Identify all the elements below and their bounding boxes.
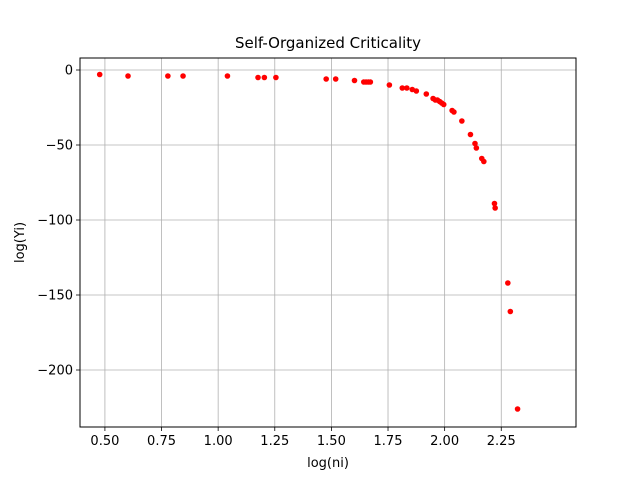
x-axis-ticks: 0.50 0.75 1.00 1.25 1.50 1.75 2.00 2.25 <box>90 427 516 449</box>
data-point <box>404 85 410 91</box>
data-point <box>423 91 430 97</box>
data-point <box>332 76 339 82</box>
data-point <box>514 406 521 412</box>
data-point <box>255 74 261 81</box>
x-tick-label: 1.50 <box>317 434 346 449</box>
data-point <box>481 158 487 165</box>
data-point <box>473 145 480 151</box>
x-tick-label: 2.00 <box>430 434 459 449</box>
x-tick-label: 1.25 <box>260 434 289 449</box>
data-point <box>261 74 268 81</box>
data-point <box>505 280 511 286</box>
x-axis-label: log(ni) <box>307 456 349 471</box>
data-point <box>492 205 498 211</box>
x-tick-label: 0.75 <box>147 434 176 449</box>
grid-lines <box>80 58 576 427</box>
data-point <box>413 88 420 94</box>
y-axis-ticks: 0 −50 −100 −150 −200 <box>37 64 80 379</box>
data-point <box>125 73 131 79</box>
y-tick-label: −150 <box>37 289 73 304</box>
data-point <box>367 79 374 85</box>
data-point <box>491 200 498 207</box>
x-tick-label: 1.00 <box>204 434 233 449</box>
x-tick-label: 1.75 <box>374 434 403 449</box>
data-point <box>351 77 358 84</box>
data-point <box>323 76 329 82</box>
data-point <box>459 118 465 124</box>
y-axis-label: log(Yi) <box>13 222 28 263</box>
y-tick-label: 0 <box>65 64 73 79</box>
y-tick-label: −200 <box>37 364 73 379</box>
data-point <box>440 101 447 108</box>
x-tick-label: 0.50 <box>90 434 119 449</box>
data-point <box>507 308 514 315</box>
y-tick-label: −50 <box>46 139 73 154</box>
data-point <box>96 71 103 78</box>
data-point <box>386 82 393 88</box>
y-tick-label: −100 <box>37 214 73 229</box>
x-tick-label: 2.25 <box>487 434 516 449</box>
data-point <box>451 109 457 115</box>
data-point <box>180 73 186 79</box>
data-point <box>399 85 406 91</box>
data-point <box>165 73 171 79</box>
data-point <box>273 74 279 81</box>
data-points <box>96 71 521 412</box>
data-point <box>472 140 478 147</box>
chart-title: Self-Organized Criticality <box>235 34 421 52</box>
data-point <box>467 131 474 138</box>
data-point <box>224 73 231 79</box>
axes-frame <box>79 57 577 428</box>
